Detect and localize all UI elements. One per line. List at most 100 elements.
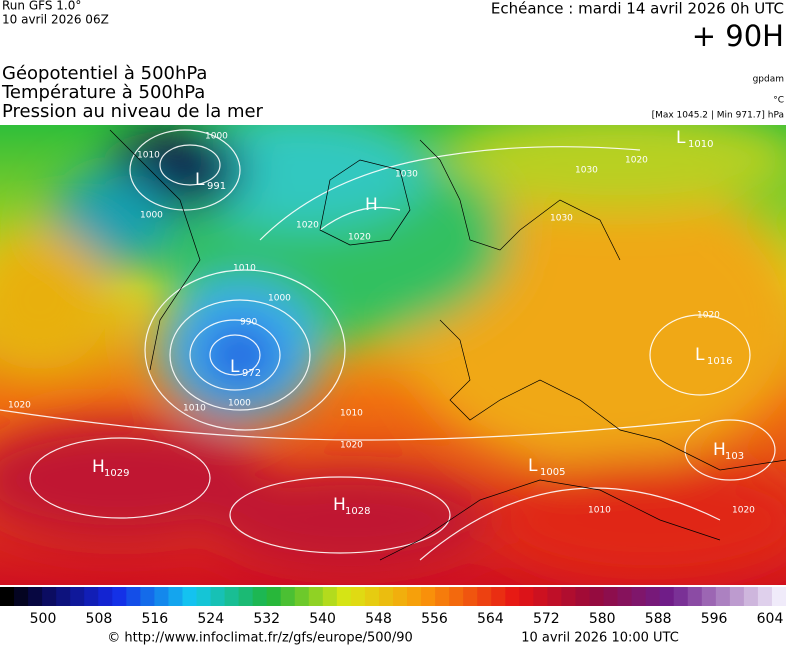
colorbar-swatch <box>0 587 15 606</box>
isobars <box>0 129 776 561</box>
center-value: 103 <box>725 451 744 462</box>
colorbar-swatch <box>168 587 183 606</box>
center-value: 1010 <box>688 139 713 150</box>
colorbar-swatch <box>561 587 576 606</box>
colorbar-label: 516 <box>141 611 168 627</box>
colorbar-label: 572 <box>533 611 560 627</box>
title: Pression au niveau de la mer <box>2 101 264 122</box>
colorbar-swatch <box>729 587 745 606</box>
colorbar-swatch <box>463 587 478 606</box>
colorbar-swatch <box>28 587 43 606</box>
colorbar: 500 508 516 524 532 540 548 556 564 572 580 588 596 6… <box>0 587 786 627</box>
echeance: Echéance : mardi 14 avril 2026 0h UTC <box>491 0 784 18</box>
center-letter: H <box>92 457 105 477</box>
title: Température à 500hPa <box>1 82 205 103</box>
isobar-label: 1010 <box>233 264 256 274</box>
center-letter: H <box>365 195 378 215</box>
isobar-label: 1030 <box>395 170 418 180</box>
colorbar-swatch <box>266 587 282 606</box>
colorbar-label: 532 <box>253 611 280 627</box>
isobar-label: 1000 <box>228 399 251 409</box>
center-value: 1029 <box>104 468 129 479</box>
isobar-label: 1010 <box>588 506 611 516</box>
unit: °C <box>773 96 784 106</box>
colorbar-swatch <box>84 587 99 606</box>
colorbar-swatch <box>252 587 268 606</box>
colorbar-swatch <box>645 587 661 606</box>
colorbar-swatch <box>505 587 520 606</box>
isobar-label: 1000 <box>205 132 228 142</box>
colorbar-swatch <box>70 587 85 606</box>
colorbar-swatch <box>659 587 675 606</box>
colorbar-label: 508 <box>86 611 113 627</box>
colorbar-swatch <box>294 587 310 606</box>
colorbar-swatch <box>14 587 29 606</box>
horizon: + 90H <box>692 19 784 53</box>
colorbar-swatch <box>182 587 197 606</box>
colorbar-swatch <box>140 587 155 606</box>
colorbar-swatch <box>336 587 352 606</box>
colorbar-swatch <box>449 587 464 606</box>
colorbar-swatch <box>701 587 717 606</box>
colorbar-label: 540 <box>309 611 336 627</box>
colorbar-swatch <box>603 587 619 606</box>
colorbar-swatch <box>308 587 324 606</box>
colorbar-swatch <box>280 587 296 606</box>
colorbar-swatch <box>322 587 338 606</box>
center-value: 1016 <box>707 356 732 367</box>
center-letter: L <box>695 345 705 365</box>
unit: [Max 1045.2 | Min 971.7] hPa <box>652 111 784 121</box>
colorbar-swatch <box>589 587 605 606</box>
colorbar-swatch <box>533 587 548 606</box>
colorbar-swatch <box>743 587 759 606</box>
center-letter: H <box>713 440 726 460</box>
map <box>0 125 786 585</box>
isobar-label: 1020 <box>296 221 319 231</box>
isobar-label: 1020 <box>732 506 755 516</box>
colorbar-swatch <box>757 587 773 606</box>
colorbar-label: 580 <box>589 611 616 627</box>
center-value: 991 <box>207 181 226 192</box>
colorbar-swatch <box>547 587 562 606</box>
colorbar-swatch <box>112 587 127 606</box>
colorbar-swatch <box>42 587 57 606</box>
colorbar-swatch <box>350 587 366 606</box>
center-value: 1028 <box>345 506 370 517</box>
colorbar-swatch <box>491 587 506 606</box>
colorbar-swatch <box>421 587 436 606</box>
colorbar-swatch <box>477 587 492 606</box>
colorbar-swatch <box>393 587 408 606</box>
colorbar-swatch <box>771 587 786 606</box>
isobar-label: 1020 <box>348 233 371 243</box>
colorbar-swatch <box>238 587 254 606</box>
colorbar-swatch <box>575 587 590 606</box>
timestamp: 10 avril 2026 10:00 UTC <box>521 631 679 646</box>
colorbar-swatch <box>378 587 394 606</box>
colorbar-label: 596 <box>701 611 728 627</box>
isobar-label: 1000 <box>268 294 291 304</box>
colorbar-label: 564 <box>477 611 504 627</box>
isobar-label: 1020 <box>8 401 31 411</box>
coastlines <box>109 129 786 561</box>
isobar-label: 1020 <box>340 441 363 451</box>
colorbar-swatch <box>224 587 240 606</box>
colorbar-label: 500 <box>30 611 57 627</box>
colorbar-swatch <box>126 587 141 606</box>
colorbar-swatch <box>56 587 71 606</box>
isobar-label: 1030 <box>550 214 573 224</box>
run-date: 10 avril 2026 06Z <box>2 13 109 27</box>
colorbar-swatch <box>673 587 689 606</box>
colorbar-swatch <box>98 587 113 606</box>
colorbar-swatch <box>210 587 226 606</box>
isobar-label: 1010 <box>340 409 363 419</box>
colorbar-swatch <box>687 587 703 606</box>
colorbar-swatch <box>435 587 450 606</box>
center-value: 972 <box>242 368 261 379</box>
colorbar-swatch <box>519 587 534 606</box>
center-letter: L <box>195 170 205 190</box>
center-value: 1005 <box>540 467 565 478</box>
colorbar-label: 524 <box>197 611 224 627</box>
title: Géopotentiel à 500hPa <box>2 63 207 84</box>
